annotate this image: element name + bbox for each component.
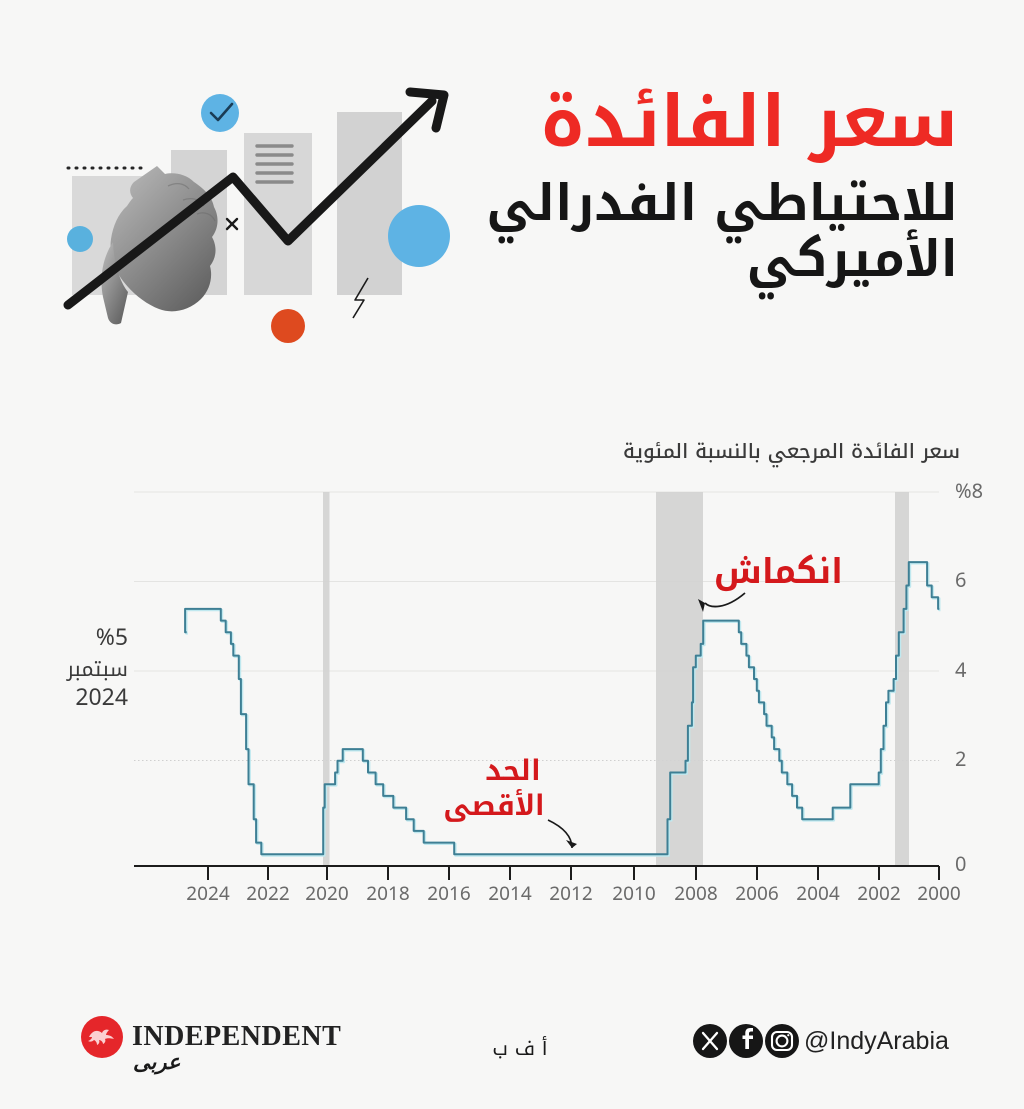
svg-text:6: 6 [955,562,966,600]
svg-text:2020: 2020 [305,876,348,912]
svg-text:2000: 2000 [917,876,960,912]
svg-text:2024: 2024 [75,677,128,720]
svg-text:الأقصى: الأقصى [443,780,544,833]
svg-text:2022: 2022 [246,876,289,912]
svg-text:2012: 2012 [549,876,592,912]
svg-text:انكماش: انكماش [714,539,843,604]
svg-text:%8: %8 [955,473,983,511]
svg-text:2024: 2024 [186,876,230,912]
svg-text:2006: 2006 [735,876,778,912]
svg-text:2018: 2018 [366,876,409,912]
svg-text:2008: 2008 [674,876,717,912]
svg-text:2002: 2002 [857,876,900,912]
svg-text:@IndyArabia: @IndyArabia [804,1027,949,1055]
svg-text:2010: 2010 [612,876,655,912]
svg-text:2014: 2014 [488,876,532,912]
svg-text:4: 4 [955,652,967,690]
svg-text:2016: 2016 [427,876,470,912]
svg-text:2: 2 [955,741,966,779]
svg-text:2004: 2004 [796,876,840,912]
